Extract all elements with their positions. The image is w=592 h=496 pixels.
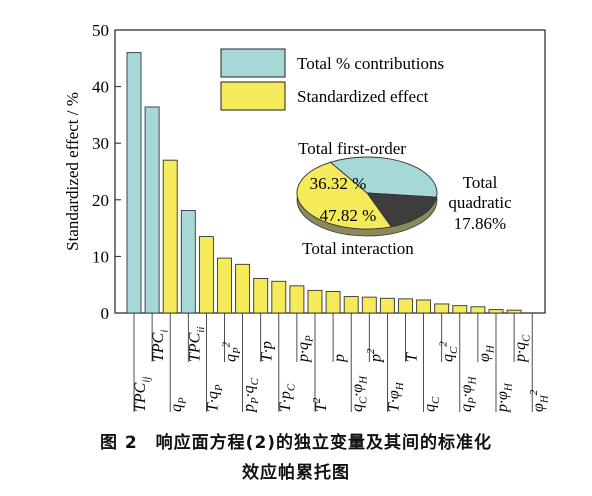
legend-swatch	[220, 81, 286, 111]
bar-9	[289, 285, 305, 314]
x-tick-label: TPCii	[186, 327, 206, 362]
pie-label-first-order: Total first-order	[298, 139, 406, 158]
x-tick-label: TPCi	[150, 330, 170, 362]
bar-12	[343, 296, 359, 314]
pie-slice-2	[296, 161, 393, 230]
y-tick-label: 20	[92, 191, 109, 210]
legend: Total % contributions Standardized effect	[220, 48, 444, 111]
pie-label-quadratic-line2: quadratic	[448, 193, 512, 212]
x-tick-label: p	[331, 354, 348, 363]
y-axis-label: Standardized effect / %	[63, 92, 82, 251]
y-tick-label: 10	[92, 247, 109, 266]
pie-label-quadratic-line1: Total	[463, 173, 498, 192]
x-tick-label: p·qP	[295, 335, 315, 363]
x-tick-label: qC·φH	[349, 375, 369, 412]
plot-area: 0 10 20 30 40 50 Standardized effect / % TPCij T…	[63, 21, 551, 413]
bar-3	[180, 210, 196, 314]
bar-0	[126, 52, 142, 314]
x-tick-label: p2	[365, 348, 384, 363]
figure-caption-line2: 效应帕累托图	[242, 463, 350, 483]
bar-13	[361, 296, 377, 314]
pie-value-interaction: 47.82 %	[320, 206, 377, 225]
pie-label-interaction: Total interaction	[302, 239, 414, 258]
bar-15	[398, 298, 413, 314]
y-tick-label: 0	[101, 304, 110, 323]
pie-slice-1	[366, 192, 438, 228]
x-tick-label: T·φH	[385, 381, 405, 412]
x-tick-label: T	[404, 352, 421, 362]
x-tick-label: qP·φH	[458, 375, 478, 412]
x-tick-label: T·qP	[204, 384, 224, 412]
pareto-chart: 0 10 20 30 40 50 Standardized effect / % TPCij T…	[63, 21, 551, 413]
bar-14	[379, 297, 395, 314]
x-tick-label: p·qC	[512, 334, 532, 363]
y-tick-label: 30	[92, 134, 109, 153]
legend-swatch	[220, 48, 286, 78]
pie-slice-0	[329, 156, 438, 198]
x-tick-label: p·φH	[494, 382, 514, 413]
x-tick-label: qC2	[438, 341, 461, 362]
y-tick-label: 40	[92, 78, 109, 97]
bar-8	[271, 280, 287, 314]
y-tick-label: 50	[92, 21, 109, 40]
x-tick-label: φH	[476, 344, 496, 362]
figure-caption-line1: 图 2 响应面方程(2)的独立变量及其间的标准化	[99, 433, 493, 453]
bar-19	[470, 306, 486, 314]
x-tick-label: φH2	[528, 389, 551, 412]
bar-18	[452, 305, 468, 314]
bar-17	[434, 303, 450, 314]
x-tick-label: T2	[311, 397, 330, 412]
x-tick-label: qP2	[220, 341, 243, 362]
bar-21	[506, 309, 522, 314]
bar-11	[325, 291, 341, 314]
x-tick-label: TPCij	[132, 377, 152, 412]
pie-value-quadratic: 17.86%	[454, 214, 506, 233]
bar-16	[416, 299, 432, 314]
legend-label: Standardized effect	[297, 87, 429, 106]
bar-10	[307, 289, 323, 314]
pie-value-first-order: 36.32 %	[310, 174, 367, 193]
bar-1	[144, 106, 160, 314]
x-tick-label: T·p	[259, 341, 276, 362]
x-tick-label: qC	[422, 396, 442, 412]
bar-4	[198, 236, 214, 314]
inset-pie: 36.32 % 47.82 % Total first-order Total int…	[296, 139, 512, 258]
x-tick-label: T·pC	[277, 383, 297, 412]
bar-2	[162, 159, 178, 314]
bar-5	[217, 257, 232, 314]
x-tick-label: qP	[168, 397, 188, 412]
legend-label: Total % contributions	[297, 54, 444, 73]
bar-6	[235, 263, 251, 314]
x-tick-label: pP·qC	[241, 377, 261, 413]
bar-7	[253, 278, 269, 314]
bar-20	[488, 309, 504, 314]
